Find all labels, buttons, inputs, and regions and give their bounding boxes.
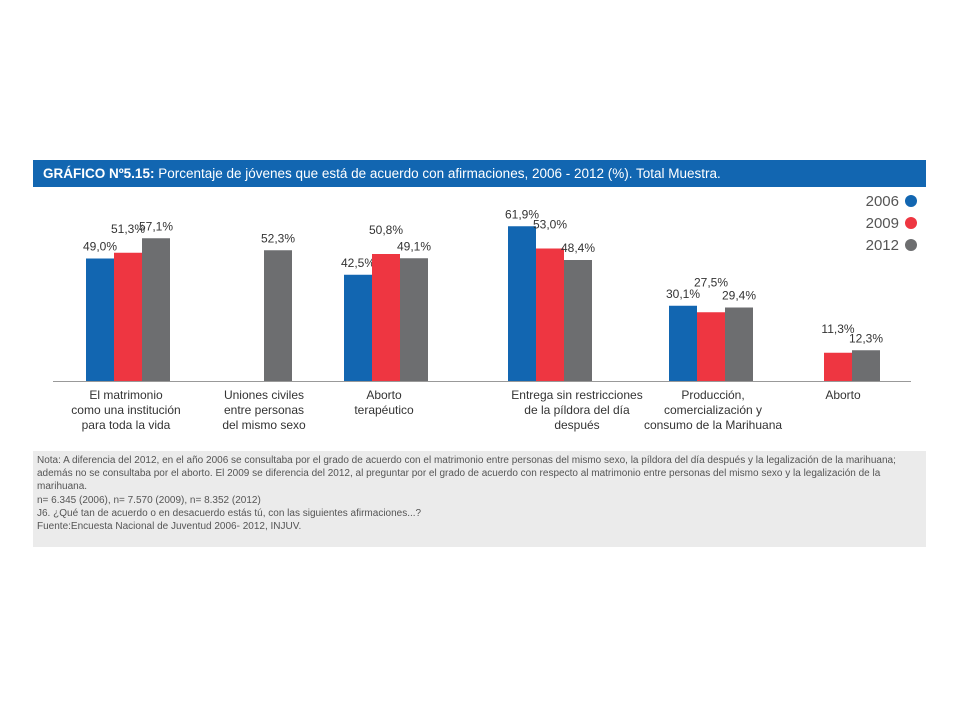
bar-2009-cat1: [114, 253, 142, 381]
value-label-2012-cat5: 29,4%: [722, 289, 756, 303]
bar-2012-cat3: [400, 258, 428, 381]
value-label-2006-cat1: 49,0%: [83, 240, 117, 254]
category-label-6: Aborto: [825, 388, 861, 402]
value-label-2012-cat6: 12,3%: [849, 331, 883, 345]
notes-box: Nota: A diferencia del 2012, en el año 2…: [33, 451, 926, 547]
value-label-2006-cat3: 42,5%: [341, 256, 375, 270]
legend-dot-2012: [905, 239, 917, 251]
value-label-2012-cat3: 49,1%: [397, 239, 431, 253]
chart-title: Porcentaje de jóvenes que está de acuerd…: [158, 166, 721, 181]
bar-2012-cat5: [725, 308, 753, 382]
legend-dot-2009: [905, 217, 917, 229]
bar-2009-cat5: [697, 312, 725, 381]
value-label-2009-cat4: 53,0%: [533, 218, 567, 232]
chart-title-bar: GRÁFICO Nº5.15: Porcentaje de jóvenes qu…: [33, 160, 926, 187]
category-label-2: del mismo sexo: [222, 418, 306, 432]
bar-2012-cat4: [564, 260, 592, 381]
bar-2012-cat2: [264, 250, 292, 381]
value-label-2012-cat1: 57,1%: [139, 219, 173, 233]
chart-number-label: GRÁFICO Nº5.15:: [43, 166, 154, 181]
bar-2006-cat1: [86, 259, 114, 382]
bar-chart: 49,0%42,5%61,9%30,1%51,3% 50,8% 53,0%27,5%…: [33, 187, 926, 450]
category-label-5: consumo de la Marihuana: [644, 418, 782, 432]
category-label-1: como una institución: [71, 403, 180, 417]
legend-dot-2006: [905, 195, 917, 207]
note-text: Nota: A diferencia del 2012, en el año 2…: [37, 454, 922, 494]
legend-label-2006: 2006: [866, 193, 899, 210]
source-text: Fuente:Encuesta Nacional de Juventud 200…: [37, 520, 922, 533]
category-label-1: para toda la vida: [82, 418, 171, 432]
bar-2009-cat4: [536, 249, 564, 382]
value-label-2012-cat2: 52,3%: [261, 231, 295, 245]
category-label-4: después: [554, 418, 599, 432]
bar-2006-cat5: [669, 306, 697, 381]
category-label-4: de la píldora del día: [524, 403, 630, 417]
sample-size-text: n= 6.345 (2006), n= 7.570 (2009), n= 8.3…: [37, 494, 922, 507]
chart-area: 49,0% 42,5% 61,9% 30,1% 51,3% 50,8% 53,0% 27,5%…: [33, 187, 926, 450]
value-label-2012-cat4: 48,4%: [561, 241, 595, 255]
category-label-5: comercialización y: [664, 403, 762, 417]
question-text: J6. ¿Qué tan de acuerdo o en desacuerdo …: [37, 507, 922, 520]
category-label-3: Aborto: [366, 388, 402, 402]
category-label-2: entre personas: [224, 403, 304, 417]
category-label-1: El matrimonio: [89, 388, 163, 402]
value-label-2009-cat3: 50,8%: [369, 223, 403, 237]
category-label-4: Entrega sin restricciones: [511, 388, 642, 402]
category-label-3: terapéutico: [354, 403, 414, 417]
bar-2012-cat6: [852, 350, 880, 381]
bar-2012-cat1: [142, 238, 170, 381]
value-label-2009-cat5: 27,5%: [694, 275, 728, 289]
legend-label-2009: 2009: [866, 215, 899, 232]
category-label-2: Uniones civiles: [224, 388, 304, 402]
bar-2009-cat6: [824, 353, 852, 381]
bar-2009-cat3: [372, 254, 400, 381]
bar-2006-cat4: [508, 226, 536, 381]
category-label-5: Producción,: [681, 388, 744, 402]
legend-label-2012: 2012: [866, 237, 899, 254]
bar-2006-cat3: [344, 275, 372, 381]
